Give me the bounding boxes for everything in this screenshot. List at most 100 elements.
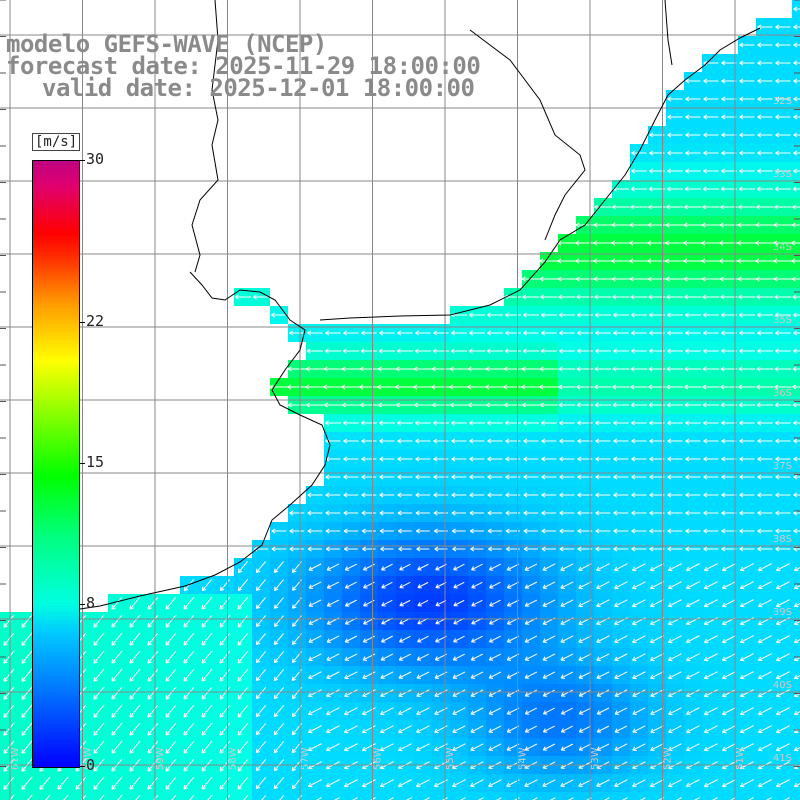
wind-arrow xyxy=(524,599,538,607)
wind-arrow xyxy=(559,528,575,534)
wind-arrow xyxy=(720,186,738,192)
wind-arrow xyxy=(342,420,359,426)
wind-arrow xyxy=(359,366,379,372)
wind-arrow xyxy=(201,614,213,628)
wind-arrow xyxy=(578,563,592,572)
wind-arrow xyxy=(757,456,773,462)
wind-arrow xyxy=(686,707,700,716)
wind-arrow xyxy=(3,650,15,664)
wind-arrow xyxy=(504,348,522,354)
wind-arrow xyxy=(721,150,737,156)
lon-label: 53W xyxy=(590,747,601,770)
wind-arrow xyxy=(183,776,195,790)
wind-arrow xyxy=(757,581,772,590)
wind-arrow xyxy=(541,474,557,480)
wind-arrow xyxy=(614,671,628,679)
wind-arrow xyxy=(684,312,701,318)
wind-arrow xyxy=(207,794,213,800)
wind-arrow xyxy=(558,312,575,318)
wind-arrow xyxy=(596,779,610,788)
speed-cell xyxy=(414,792,432,800)
wind-arrow xyxy=(377,366,397,372)
wind-arrow xyxy=(237,704,249,718)
speed-cell xyxy=(18,792,36,800)
wind-arrow xyxy=(560,635,574,643)
wind-arrow xyxy=(307,330,323,336)
lon-label: 55W xyxy=(445,747,456,770)
wind-arrow xyxy=(541,528,557,534)
wind-arrow xyxy=(721,60,737,66)
wind-arrow xyxy=(773,222,793,228)
wind-arrow xyxy=(488,671,502,679)
wind-arrow xyxy=(793,656,800,662)
wind-arrow xyxy=(147,632,159,646)
colorbar-tick-mark xyxy=(79,463,85,464)
wind-arrow xyxy=(433,528,448,534)
lat-label: 38S xyxy=(773,534,792,545)
speed-cell xyxy=(288,792,306,800)
wind-arrow xyxy=(684,186,702,192)
wind-arrow xyxy=(578,689,592,697)
wind-arrow xyxy=(183,614,195,628)
wind-arrow xyxy=(793,420,800,426)
wind-arrow xyxy=(793,456,800,462)
wind-arrow xyxy=(559,438,575,444)
wind-arrow xyxy=(325,779,340,788)
wind-arrow xyxy=(737,240,757,246)
speed-cell xyxy=(432,792,450,800)
wind-arrow xyxy=(485,366,505,372)
wind-arrow xyxy=(39,776,51,790)
wind-arrow xyxy=(307,743,322,752)
wind-arrow xyxy=(540,312,557,318)
wind-arrow xyxy=(380,671,394,679)
wind-arrow xyxy=(683,222,703,228)
wind-arrow xyxy=(524,635,538,643)
wind-arrow xyxy=(539,402,558,408)
wind-arrow xyxy=(666,402,684,408)
wind-arrow xyxy=(396,420,413,426)
wind-arrow xyxy=(344,563,358,571)
wind-arrow xyxy=(397,330,413,336)
wind-arrow xyxy=(486,420,503,426)
wind-arrow xyxy=(9,794,15,800)
wind-arrow xyxy=(3,614,15,628)
wind-arrow xyxy=(542,581,556,589)
wind-arrow xyxy=(467,384,487,390)
wind-arrow xyxy=(613,546,629,552)
wind-arrow xyxy=(379,779,394,788)
wind-arrow xyxy=(612,312,629,318)
wind-arrow xyxy=(757,510,773,516)
wind-arrow xyxy=(506,581,519,589)
wind-arrow xyxy=(578,743,592,751)
wind-arrow xyxy=(613,492,629,498)
wind-arrow xyxy=(703,96,719,102)
wind-arrow xyxy=(612,348,629,354)
wind-arrow xyxy=(201,596,213,610)
wind-arrow xyxy=(237,776,249,790)
wind-arrow xyxy=(576,294,594,300)
wind-arrow xyxy=(3,668,15,682)
wind-arrow xyxy=(775,456,791,462)
wind-arrow xyxy=(793,78,800,84)
wind-arrow xyxy=(201,776,213,790)
wind-arrow xyxy=(431,384,451,390)
wind-arrow xyxy=(756,186,774,192)
wind-arrow xyxy=(308,563,322,571)
wind-arrow xyxy=(774,204,792,210)
wind-arrow xyxy=(739,743,754,752)
wind-arrow xyxy=(523,546,538,552)
wind-arrow xyxy=(650,743,664,752)
wind-arrow xyxy=(398,725,412,734)
wind-arrow xyxy=(470,653,484,661)
wind-arrow xyxy=(792,204,800,210)
wind-arrow xyxy=(307,510,323,516)
colorbar-tick-mark xyxy=(79,160,85,161)
wind-arrow xyxy=(594,294,612,300)
wind-arrow xyxy=(183,650,195,664)
wind-arrow xyxy=(632,779,646,788)
wind-arrow xyxy=(524,653,538,661)
wind-arrow xyxy=(560,653,574,661)
wind-arrow xyxy=(470,725,484,733)
wind-arrow xyxy=(685,635,700,644)
wind-arrow xyxy=(558,366,576,372)
